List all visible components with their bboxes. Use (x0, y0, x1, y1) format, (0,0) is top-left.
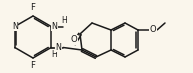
Text: H: H (61, 16, 67, 25)
Text: N: N (51, 22, 57, 31)
Text: F: F (30, 61, 36, 71)
Text: O: O (150, 25, 156, 35)
Text: O: O (71, 35, 77, 45)
Text: H: H (51, 50, 57, 59)
Text: F: F (30, 4, 36, 12)
Text: N: N (12, 22, 18, 31)
Text: N: N (55, 43, 61, 52)
